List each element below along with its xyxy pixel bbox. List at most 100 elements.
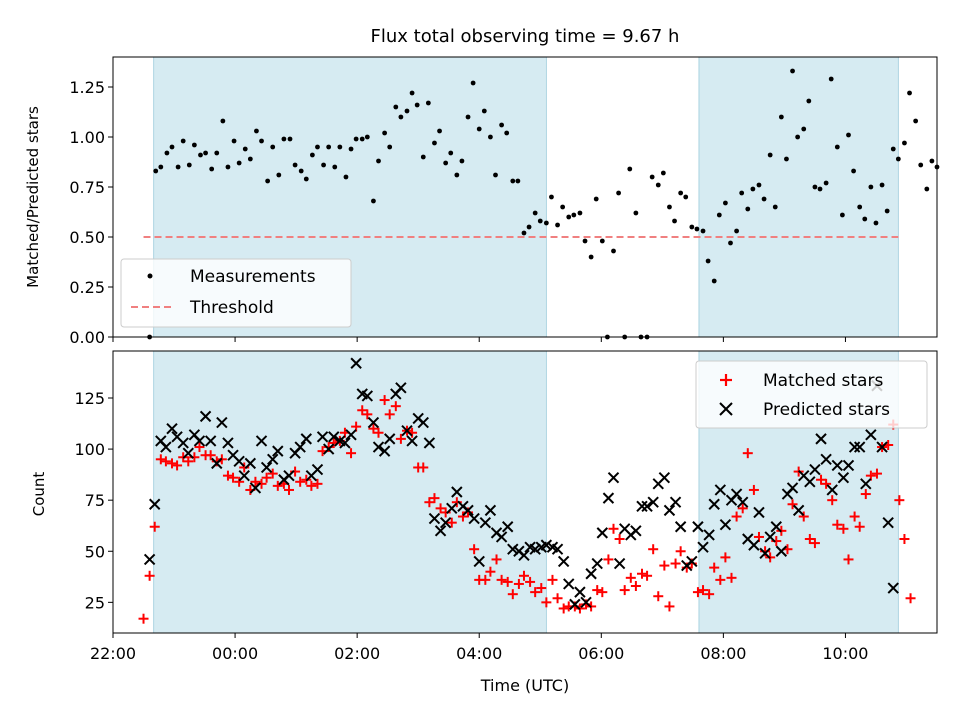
predicted-star-point xyxy=(853,441,866,453)
matched-star-point xyxy=(160,456,171,467)
measurements-legend-marker xyxy=(147,273,153,279)
matched-star-point xyxy=(518,570,529,581)
predicted-stars-points xyxy=(143,357,899,611)
predicted-star-point xyxy=(495,531,508,543)
predicted-star-point xyxy=(540,539,553,551)
matched-star-point xyxy=(222,470,233,481)
measurement-point xyxy=(902,140,907,146)
x-tick-label: 06:00 xyxy=(578,644,624,663)
shaded-interval-1 xyxy=(698,56,899,338)
matched-star-point xyxy=(558,603,569,614)
matched-star-point xyxy=(816,474,827,485)
matched-star-point xyxy=(149,521,160,532)
predicted-star-point xyxy=(372,441,385,453)
measurement-point xyxy=(247,156,253,162)
predicted-star-point xyxy=(663,504,676,517)
predicted-star-point xyxy=(551,543,564,555)
measurement-point xyxy=(599,238,605,244)
matched-star-point xyxy=(664,601,675,612)
measurement-point xyxy=(198,152,203,158)
matched-star-point xyxy=(625,572,636,583)
measurement-point xyxy=(287,136,293,142)
x-tick-label: 22:00 xyxy=(90,644,136,663)
top-legend-box xyxy=(120,258,352,328)
matched-star-point xyxy=(653,591,664,602)
matched-star-point xyxy=(480,574,491,585)
predicted-star-point xyxy=(222,437,234,449)
shaded-interval-0 xyxy=(153,350,547,634)
x-tick-label: 08:00 xyxy=(700,644,746,663)
predicted-star-point xyxy=(311,463,324,476)
matched-star-point xyxy=(384,409,395,420)
measurement-point xyxy=(549,194,554,200)
predicted-star-point xyxy=(361,390,374,402)
predicted-star-point xyxy=(143,553,156,566)
predicted-star-point xyxy=(244,457,257,470)
matched-star-point xyxy=(642,570,653,581)
predicted-star-point xyxy=(641,500,653,513)
predicted-star-point xyxy=(294,441,306,453)
matched-star-point xyxy=(894,495,905,506)
measurement-point xyxy=(420,154,426,160)
predicted-star-point xyxy=(730,488,743,500)
measurement-point xyxy=(767,152,773,158)
predicted-star-point xyxy=(211,457,223,470)
y-tick-label: 50 xyxy=(85,542,105,561)
matched-star-point xyxy=(827,495,838,506)
measurement-point xyxy=(153,168,159,174)
measurement-point xyxy=(817,186,823,192)
measurement-point xyxy=(298,168,304,174)
measurement-point xyxy=(521,230,527,236)
measurement-point xyxy=(214,150,220,156)
bottom-x-axis: 22:00 00:00 02:00 04:00 06:00 08:00 10:00 xyxy=(90,633,868,663)
predicted-star-point xyxy=(630,525,642,537)
measurement-point xyxy=(884,208,890,214)
matched-star-point xyxy=(737,503,748,514)
matched-legend-label: Matched stars xyxy=(763,371,883,391)
top-y-axis-label: Matched/Predicted stars xyxy=(24,106,42,288)
predicted-star-point xyxy=(417,416,429,429)
measurement-point xyxy=(660,170,666,176)
measurement-point xyxy=(801,126,807,132)
measurement-point xyxy=(846,132,851,138)
predicted-star-point xyxy=(484,504,497,517)
top-y-axis: 0.00 0.25 0.50 0.75 1.00 1.25 xyxy=(69,78,113,347)
matched-star-point xyxy=(205,450,216,461)
predicted-star-point xyxy=(267,453,279,466)
predicted-star-point xyxy=(322,443,335,455)
predicted-star-point xyxy=(820,453,832,466)
matched-star-point xyxy=(167,458,178,469)
measurement-point xyxy=(387,144,393,150)
predicted-star-point xyxy=(692,521,704,533)
predicted-star-point xyxy=(792,504,805,517)
measurement-point xyxy=(414,102,420,108)
matched-star-point xyxy=(250,476,261,487)
measurement-point xyxy=(254,128,259,134)
matched-star-point xyxy=(821,478,832,489)
measurement-point xyxy=(364,134,370,140)
measurement-point xyxy=(225,164,231,170)
measurement-point xyxy=(259,138,264,144)
measurement-point xyxy=(633,210,639,216)
matched-star-point xyxy=(267,468,278,479)
predicted-star-point xyxy=(837,471,850,484)
matched-star-point xyxy=(272,480,283,491)
measurement-point xyxy=(828,76,834,82)
predicted-star-point xyxy=(401,424,413,437)
measurement-point xyxy=(443,160,449,166)
measurement-point xyxy=(705,258,711,264)
y-tick-label: 75 xyxy=(85,491,105,510)
predicted-star-point xyxy=(249,482,262,494)
chart-title: Flux total observing time = 9.67 h xyxy=(371,26,680,47)
matched-star-point xyxy=(670,558,681,569)
predicted-star-point xyxy=(345,429,357,441)
y-tick-label: 0.25 xyxy=(69,278,105,297)
matched-star-point xyxy=(603,554,614,565)
matched-star-point xyxy=(541,597,552,608)
measurement-point xyxy=(745,206,751,212)
measurement-point xyxy=(577,210,583,216)
matched-star-point xyxy=(675,546,686,557)
measurement-point xyxy=(929,158,935,164)
x-tick-label: 00:00 xyxy=(212,644,258,663)
predicted-star-point xyxy=(786,482,799,494)
